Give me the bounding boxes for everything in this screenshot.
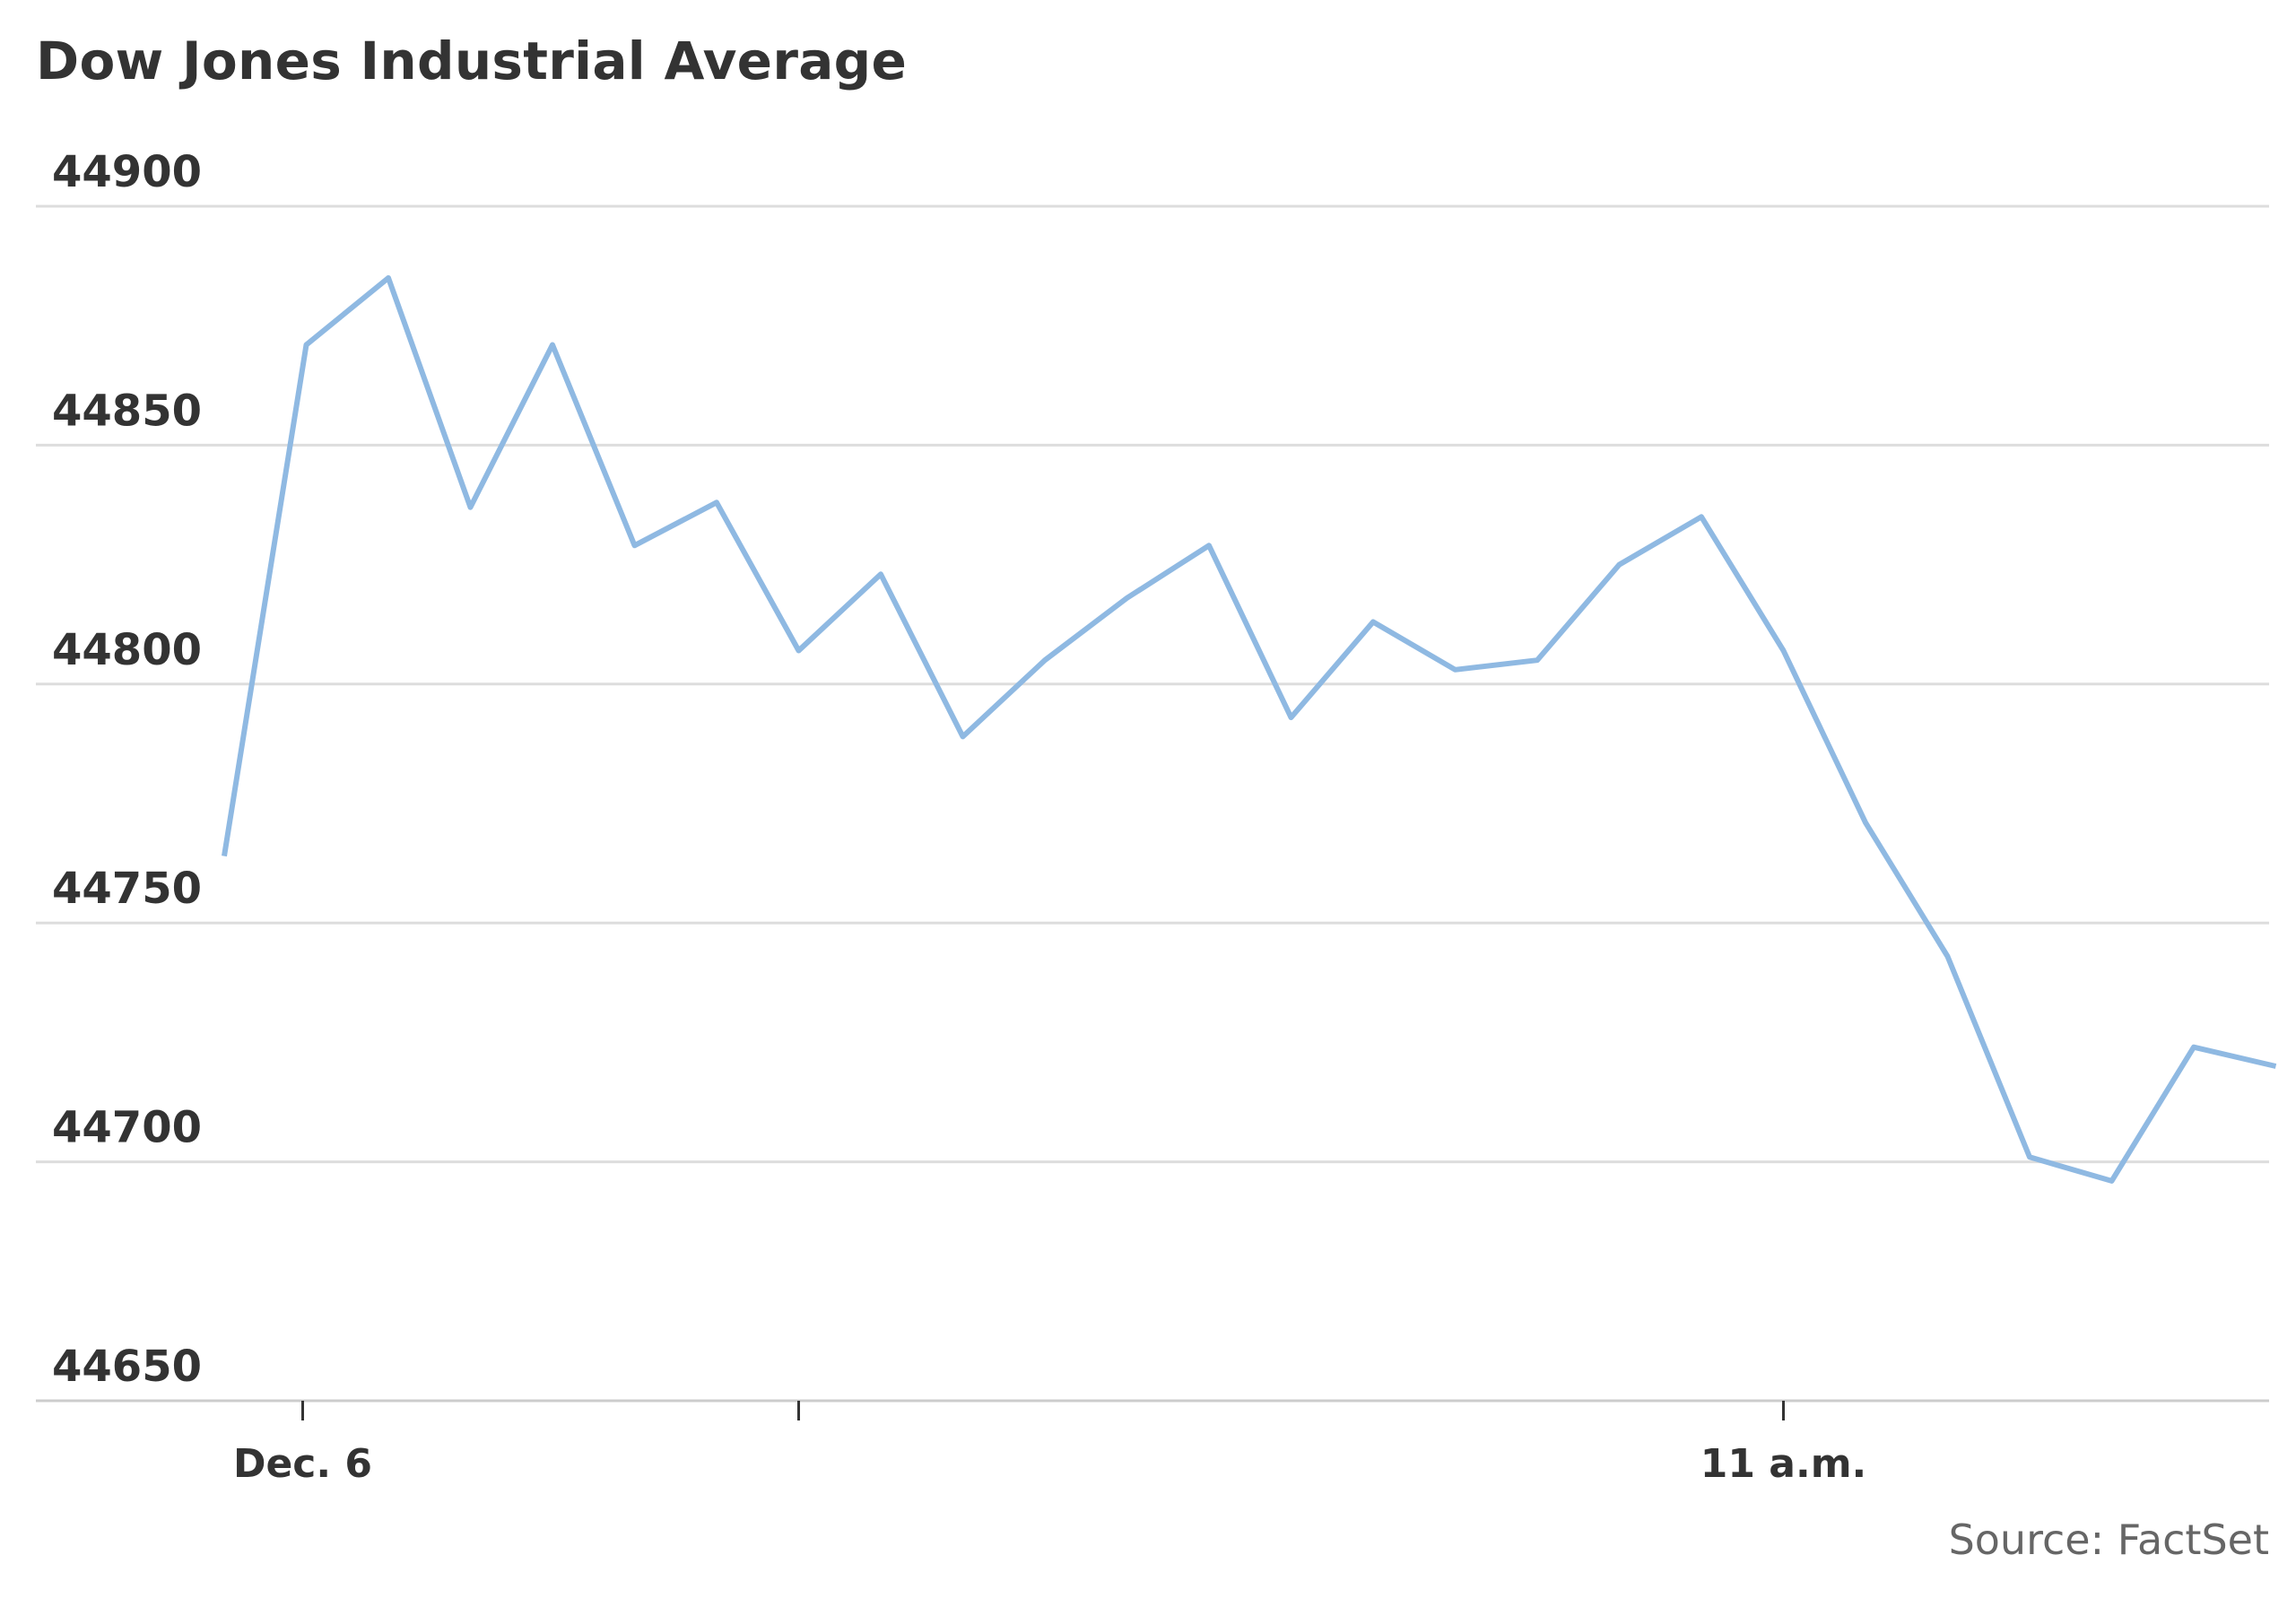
x-tick-label: 11 a.m.	[1700, 1441, 1867, 1487]
x-axis: Dec. 6 11 a.m.	[233, 1401, 1866, 1487]
y-tick-label: 44750	[52, 864, 202, 914]
chart-title: Dow Jones Industrial Average	[36, 30, 908, 91]
grid-lines	[36, 204, 2269, 1403]
y-tick-label: 44800	[52, 625, 202, 675]
x-tick-label: Dec. 6	[233, 1441, 372, 1487]
series-layer	[222, 274, 2277, 1184]
y-tick-label: 44850	[52, 386, 202, 436]
y-tick-label: 44700	[52, 1103, 202, 1153]
source-note: Source: FactSet	[1948, 1516, 2269, 1564]
y-tick-label: 44900	[52, 147, 202, 197]
y-axis-ticks: 44900 44850 44800 44750 44700 44650	[52, 147, 202, 1392]
y-tick-label: 44650	[52, 1342, 202, 1392]
series-line	[222, 274, 2277, 1184]
